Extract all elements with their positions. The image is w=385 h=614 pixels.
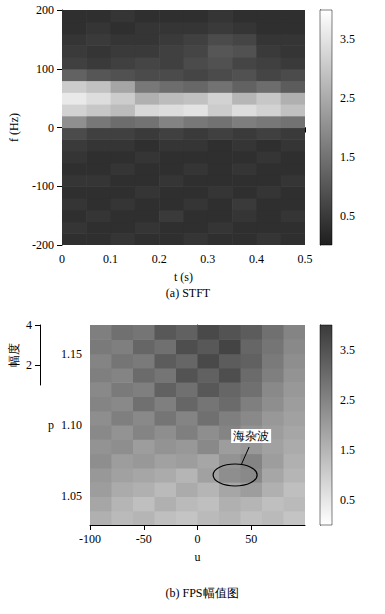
svg-text:2: 2: [26, 358, 32, 372]
svg-text:-50: -50: [136, 532, 152, 546]
svg-text:1.05: 1.05: [61, 489, 82, 503]
svg-text:(b) FPS幅值图: (b) FPS幅值图: [165, 586, 238, 600]
svg-text:0.4: 0.4: [249, 252, 264, 266]
svg-text:p: p: [48, 418, 54, 432]
svg-text:(a) STFT: (a) STFT: [166, 286, 211, 300]
svg-text:1.15: 1.15: [61, 347, 82, 361]
svg-text:f (Hz): f (Hz): [7, 113, 21, 142]
svg-text:0.1: 0.1: [103, 252, 118, 266]
svg-text:幅度: 幅度: [7, 343, 21, 367]
svg-text:0: 0: [59, 252, 65, 266]
svg-text:0.5: 0.5: [340, 209, 355, 223]
svg-text:1.10: 1.10: [61, 418, 82, 432]
svg-text:u: u: [195, 550, 201, 564]
svg-text:0.5: 0.5: [298, 252, 313, 266]
svg-text:50: 50: [245, 532, 257, 546]
svg-text:海杂波: 海杂波: [233, 429, 269, 443]
svg-text:100: 100: [36, 62, 54, 76]
svg-text:200: 200: [36, 3, 54, 17]
svg-text:2.5: 2.5: [340, 91, 355, 105]
svg-text:1.5: 1.5: [340, 150, 355, 164]
svg-text:-200: -200: [32, 238, 54, 252]
svg-text:3.5: 3.5: [340, 343, 355, 357]
svg-text:3.5: 3.5: [340, 32, 355, 46]
svg-text:-100: -100: [79, 532, 101, 546]
svg-text:0: 0: [48, 121, 54, 135]
svg-text:t (s): t (s): [174, 270, 193, 284]
svg-text:0.5: 0.5: [340, 493, 355, 507]
svg-text:0.2: 0.2: [152, 252, 167, 266]
svg-text:0.3: 0.3: [200, 252, 215, 266]
svg-text:1.5: 1.5: [340, 443, 355, 457]
svg-text:4: 4: [26, 318, 32, 332]
svg-text:0: 0: [195, 532, 201, 546]
svg-text:-100: -100: [32, 179, 54, 193]
svg-text:2.5: 2.5: [340, 393, 355, 407]
